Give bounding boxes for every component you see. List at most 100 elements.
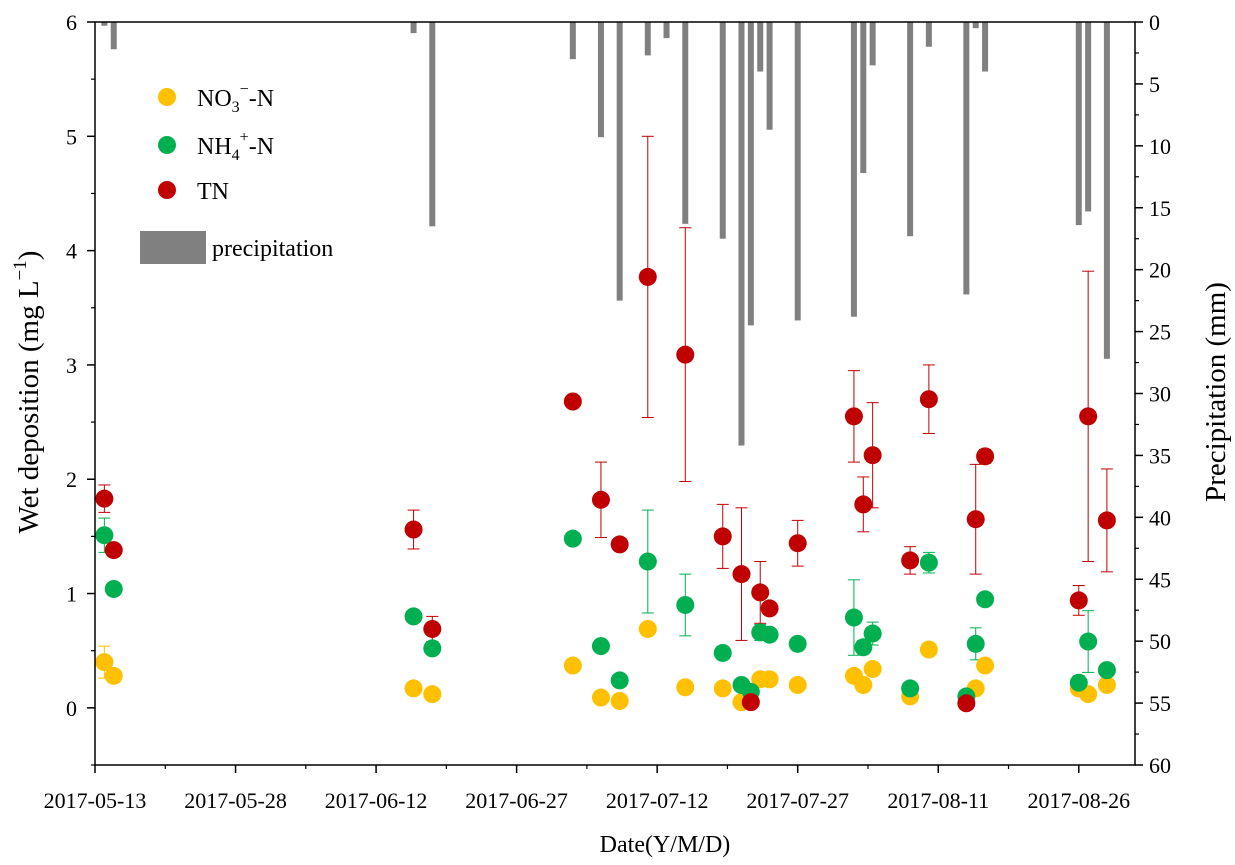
data-point xyxy=(638,552,657,571)
y-right-tick-label: 20 xyxy=(1149,258,1171,283)
precipitation-bar xyxy=(982,22,989,72)
data-point xyxy=(591,490,610,509)
x-tick-label: 2017-06-27 xyxy=(465,788,568,813)
data-point xyxy=(844,608,863,627)
data-point xyxy=(638,619,657,638)
legend-label-tail: -N xyxy=(249,86,274,112)
precipitation-bar xyxy=(1103,22,1110,359)
data-point xyxy=(610,691,629,710)
precipitation-bars xyxy=(101,22,1110,446)
data-point xyxy=(610,671,629,690)
data-point xyxy=(919,390,938,409)
y-right-tick-label: 30 xyxy=(1149,382,1171,407)
y-left-tick-label: 1 xyxy=(66,582,77,607)
y-right-tick-label: 40 xyxy=(1149,505,1171,530)
precipitation-bar xyxy=(110,22,117,50)
data-point xyxy=(919,640,938,659)
y-left-tick-label: 0 xyxy=(66,696,77,721)
data-point xyxy=(901,679,920,698)
y-right-tick-label: 10 xyxy=(1149,134,1171,159)
data-point xyxy=(760,599,779,618)
data-point xyxy=(423,685,442,704)
legend-label-base: NH xyxy=(197,134,232,160)
legend-label-sup: − xyxy=(240,81,249,98)
data-point xyxy=(95,489,114,508)
precipitation-bar xyxy=(766,22,773,130)
data-point xyxy=(423,619,442,638)
precipitation-bar xyxy=(907,22,914,237)
y-right-tick-label: 5 xyxy=(1149,72,1160,97)
data-point xyxy=(591,688,610,707)
precipitation-bar xyxy=(682,22,689,224)
legend-marker xyxy=(158,136,176,154)
data-point xyxy=(1097,661,1116,680)
data-point xyxy=(760,625,779,644)
precipitation-bar xyxy=(616,22,623,301)
data-point xyxy=(104,579,123,598)
data-point xyxy=(919,553,938,572)
data-point xyxy=(1097,675,1116,694)
legend-label-base: NO xyxy=(197,86,232,112)
y-right-tick-label: 35 xyxy=(1149,443,1171,468)
y-left-tick-label: 5 xyxy=(66,124,77,149)
data-points xyxy=(95,267,1116,713)
precipitation-bar xyxy=(1085,22,1092,212)
data-point xyxy=(563,392,582,411)
data-point xyxy=(1079,632,1098,651)
data-point xyxy=(591,637,610,656)
y-left-tick-label: 6 xyxy=(66,10,77,35)
x-axis-title: Date(Y/M/D) xyxy=(600,832,731,858)
data-point xyxy=(854,675,873,694)
data-point xyxy=(1069,591,1088,610)
precipitation-bar xyxy=(869,22,876,66)
precipitation-bar xyxy=(794,22,801,321)
data-point xyxy=(404,679,423,698)
y-right-tick-label: 15 xyxy=(1149,196,1171,221)
y-left-axis-title-close: ) xyxy=(13,251,45,261)
data-point xyxy=(676,678,695,697)
data-point xyxy=(676,595,695,614)
data-point xyxy=(788,675,807,694)
legend-label-tail: -N xyxy=(249,134,274,160)
x-tick-label: 2017-05-13 xyxy=(44,788,147,813)
precipitation-bar xyxy=(569,22,576,60)
y-left-axis-title-sup: −1 xyxy=(10,260,31,280)
legend-label: NH4+-N xyxy=(197,129,274,164)
data-point xyxy=(741,693,760,712)
data-point xyxy=(563,529,582,548)
data-point xyxy=(863,659,882,678)
data-point xyxy=(976,590,995,609)
y-right-tick-label: 45 xyxy=(1149,567,1171,592)
data-point xyxy=(844,407,863,426)
data-point xyxy=(638,267,657,286)
data-point xyxy=(788,534,807,553)
data-point xyxy=(854,495,873,514)
y-right-tick-label: 50 xyxy=(1149,629,1171,654)
legend-label: NO3−-N xyxy=(197,81,274,116)
y-right-tick-label: 25 xyxy=(1149,320,1171,345)
data-point xyxy=(1079,407,1098,426)
precipitation-bar xyxy=(429,22,436,227)
precipitation-bar xyxy=(597,22,604,138)
legend-label: TN xyxy=(197,179,229,205)
data-point xyxy=(901,551,920,570)
precipitation-bar xyxy=(101,22,108,26)
x-tick-label: 2017-08-26 xyxy=(1027,788,1130,813)
data-point xyxy=(404,520,423,539)
precipitation-bar xyxy=(410,22,417,34)
precipitation-bar xyxy=(644,22,651,56)
data-point xyxy=(610,535,629,554)
precipitation-bar xyxy=(972,22,979,29)
data-point xyxy=(423,639,442,658)
precipitation-bar xyxy=(963,22,970,295)
precipitation-bar xyxy=(663,22,670,39)
data-point xyxy=(104,541,123,560)
y-right-tick-label: 60 xyxy=(1149,753,1171,778)
data-point xyxy=(563,656,582,675)
data-point xyxy=(1069,673,1088,692)
y-left-tick-label: 3 xyxy=(66,353,77,378)
data-point xyxy=(966,634,985,653)
x-tick-label: 2017-07-27 xyxy=(746,788,849,813)
data-point xyxy=(863,446,882,465)
precipitation-bar xyxy=(860,22,867,174)
